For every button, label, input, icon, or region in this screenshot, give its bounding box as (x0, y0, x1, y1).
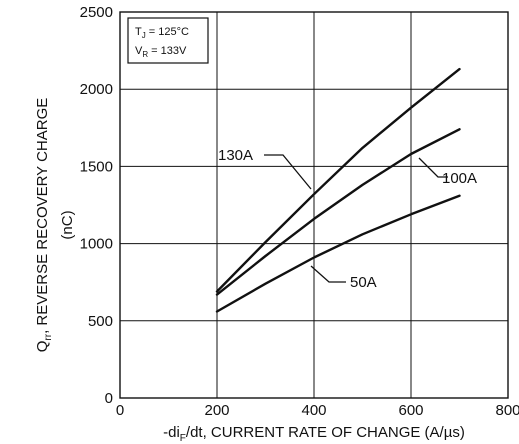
label-130a: 130A (218, 147, 253, 164)
y-tick-label: 2000 (80, 81, 113, 98)
series-line-130a (215, 67, 461, 293)
y-tick-label: 1000 (80, 236, 113, 253)
leader-130a (264, 154, 312, 190)
x-tick-label: 800 (495, 402, 519, 419)
conditions-box: TJ = 125°C VR = 133V (127, 17, 209, 64)
y-tick-label: 1500 (80, 158, 113, 175)
leader-50a (310, 265, 346, 283)
y-tick-label: 0 (105, 390, 113, 407)
y-tick-label: 2500 (80, 4, 113, 21)
series-line-100a (215, 128, 461, 296)
annotation-130a: 130A (218, 147, 312, 190)
y-tick-label: 500 (88, 313, 113, 330)
conditions-frame (127, 17, 209, 64)
tick-labels: 0 200 400 600 800 0 500 1000 1500 2000 2500 (80, 4, 519, 419)
x-tick-label: 0 (116, 402, 124, 419)
label-100a: 100A (442, 170, 477, 187)
x-tick-label: 400 (301, 402, 326, 419)
series-line-50a (215, 194, 461, 313)
x-tick-label: 200 (204, 402, 229, 419)
x-tick-label: 600 (398, 402, 423, 419)
x-axis-title: -diF/dt, CURRENT RATE OF CHANGE (A/µs) (163, 424, 465, 444)
annotation-50a: 50A (310, 265, 377, 291)
plot-frame (119, 11, 509, 399)
y-axis-unit: (nC) (59, 210, 76, 239)
vr-condition: VR = 133V (135, 45, 187, 59)
label-50a: 50A (350, 274, 377, 291)
tj-condition: TJ = 125°C (135, 26, 189, 40)
leader-100a (418, 157, 448, 178)
series-lines (215, 67, 461, 313)
y-axis-title: Qrr, REVERSE RECOVERY CHARGE (34, 98, 54, 353)
grid (120, 12, 508, 398)
annotation-100a: 100A (418, 157, 477, 187)
